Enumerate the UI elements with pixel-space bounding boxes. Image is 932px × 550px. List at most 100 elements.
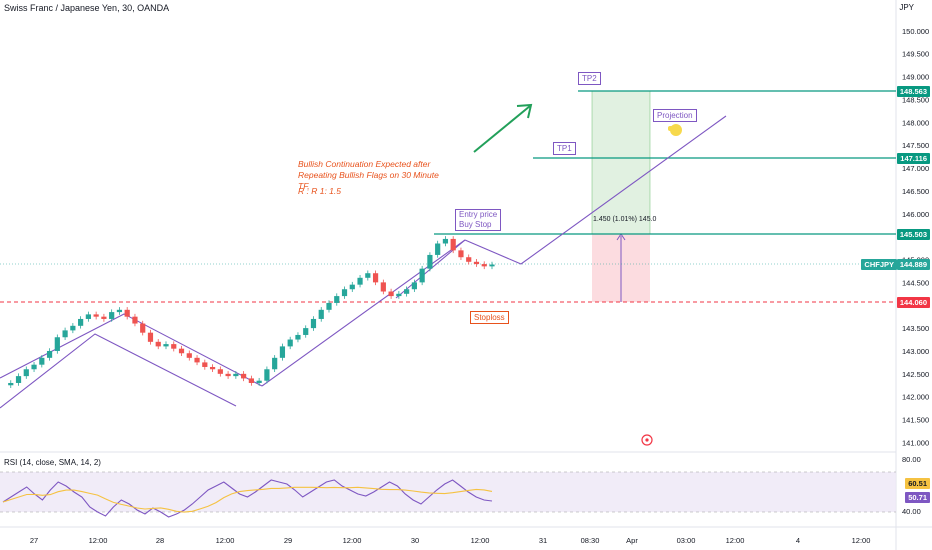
candle-body: [264, 369, 270, 381]
candle-body: [442, 238, 449, 244]
candle-body: [147, 332, 154, 342]
candle-body: [466, 257, 472, 262]
candle-body: [365, 273, 371, 278]
time-tick-label: 30: [411, 536, 419, 545]
candle-body: [341, 289, 348, 297]
candle-body: [411, 282, 417, 290]
candle-body: [217, 369, 223, 374]
price-tick-label: 142.000: [902, 393, 929, 402]
last-price-tag: 144.889: [896, 259, 930, 270]
candle-body: [380, 282, 386, 292]
candlestick-series: [8, 236, 495, 389]
measure-label: 1.450 (1.01%) 145.0: [593, 216, 657, 223]
candle-body: [303, 328, 309, 335]
candle-body: [318, 309, 324, 319]
price-tick-label: 149.000: [902, 73, 929, 82]
channel-lower: [0, 333, 237, 409]
candle-body: [171, 344, 177, 349]
candle-body: [140, 323, 146, 333]
candle-body: [357, 277, 363, 285]
time-tick-label: Apr: [626, 536, 638, 545]
candle-body: [241, 373, 247, 379]
candle-body: [458, 250, 464, 258]
symbol-title: Swiss Franc / Japanese Yen, 30, OANDA: [4, 3, 170, 13]
flag-pole-line: [261, 239, 466, 387]
time-tick-label: 31: [539, 536, 547, 545]
candle-body: [209, 366, 216, 370]
time-tick-label: 03:00: [677, 536, 696, 545]
candle-body: [396, 293, 402, 297]
candle-body: [186, 353, 192, 358]
time-tick-label: 27: [30, 536, 38, 545]
candle-body: [70, 325, 76, 331]
tp1-price-tag: 147.116: [897, 153, 930, 164]
candle-body: [23, 369, 29, 377]
candle-body: [93, 314, 99, 317]
candle-body: [372, 273, 379, 283]
candle-body: [225, 373, 231, 377]
candle-body: [388, 291, 394, 297]
candle-body: [349, 284, 355, 290]
price-tick-label: 148.500: [902, 95, 929, 104]
time-tick-label: 29: [284, 536, 292, 545]
candle-body: [202, 362, 208, 367]
candle-body: [163, 344, 169, 347]
time-tick-label: 12:00: [216, 536, 235, 545]
rsi-tick-label: 80.00: [902, 455, 921, 464]
candle-body: [15, 376, 22, 383]
candle-body: [46, 350, 53, 358]
candle-body: [481, 264, 487, 267]
reward-zone: [591, 90, 651, 235]
time-tick-label: 4: [796, 536, 800, 545]
candle-body: [295, 334, 301, 340]
price-tick-label: 143.000: [902, 347, 929, 356]
entry-label[interactable]: Entry price Buy Stop: [455, 209, 502, 231]
projection-label[interactable]: Projection: [653, 109, 697, 122]
rsi-title: RSI (14, close, SMA, 14, 2): [4, 458, 101, 467]
price-tick-label: 143.500: [902, 324, 929, 333]
candle-body: [404, 289, 410, 294]
note-risk-reward: R : R 1: 1.5: [298, 186, 341, 196]
candle-body: [279, 346, 286, 358]
stop-price-tag: 144.060: [896, 297, 930, 308]
stoploss-label[interactable]: Stoploss: [470, 311, 509, 324]
tp2-label[interactable]: TP2: [578, 72, 601, 85]
price-tick-label: 142.500: [902, 370, 929, 379]
analysis-note: Bullish Continuation Expected after Repe…: [294, 156, 446, 200]
time-axis: 27 12:00 28 12:00 29 12:00 30 12:00 31 08:30 Apr 03…: [30, 536, 871, 545]
candle-body: [419, 268, 425, 283]
entry-label-line1: Entry price: [459, 210, 498, 219]
candle-body: [233, 373, 239, 377]
price-tick-label: 146.000: [902, 210, 929, 219]
entry-price-tag: 145.503: [896, 229, 930, 240]
candle-body: [101, 316, 107, 319]
candle-body: [31, 364, 37, 370]
time-tick-label: 12:00: [89, 536, 108, 545]
candle-body: [272, 357, 278, 370]
candle-body: [326, 302, 332, 310]
rsi-sma-line: [2, 486, 493, 513]
projection-path: [464, 115, 727, 265]
candle-body: [489, 264, 495, 267]
candle-body: [248, 378, 254, 383]
entry-label-line2: Buy Stop: [459, 220, 492, 229]
price-tick-label: 147.000: [902, 164, 929, 173]
candle-body: [473, 261, 480, 265]
candle-body: [334, 296, 340, 303]
time-tick-label: 12:00: [471, 536, 490, 545]
candle-body: [54, 337, 60, 351]
candle-body: [39, 357, 45, 365]
price-tick-label: 141.000: [902, 438, 929, 447]
candle-body: [194, 357, 200, 363]
candle-body: [155, 341, 161, 347]
price-tick-label: 148.000: [902, 118, 929, 127]
bullish-arrow: [473, 105, 531, 153]
tp1-label[interactable]: TP1: [553, 142, 576, 155]
rsi-line: [2, 479, 493, 518]
tp2-price-tag: 148.563: [896, 86, 930, 97]
rsi-band: [0, 472, 896, 512]
candle-body: [62, 330, 68, 338]
candle-body: [310, 318, 317, 329]
time-tick-label: 28: [156, 536, 164, 545]
